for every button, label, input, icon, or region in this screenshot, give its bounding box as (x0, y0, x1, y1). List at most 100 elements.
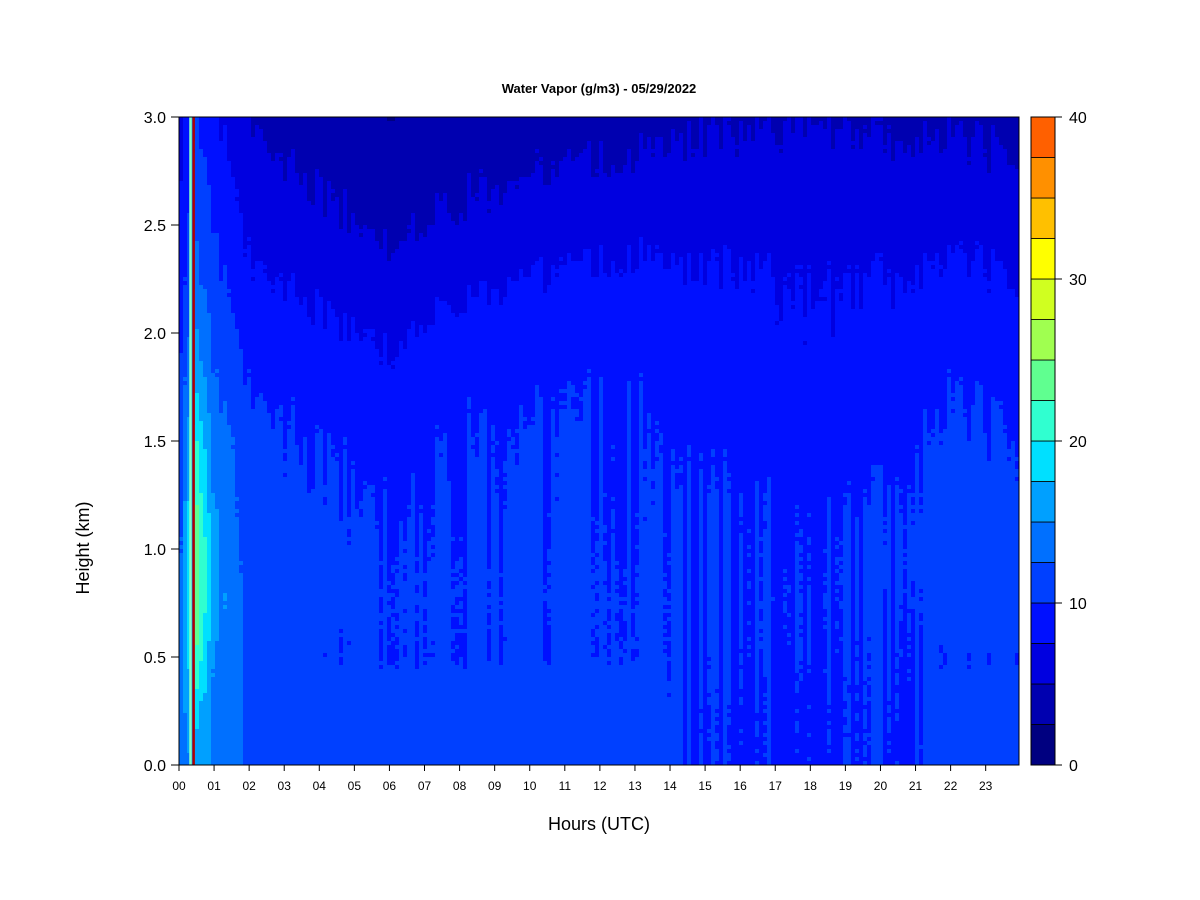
heatmap-cell (467, 413, 472, 765)
heatmap-cell (619, 657, 624, 666)
heatmap-cell (375, 529, 380, 765)
heatmap-cell (947, 117, 952, 246)
heatmap-cell (403, 569, 408, 574)
heatmap-cell (207, 413, 212, 514)
heatmap-cell (707, 669, 712, 694)
heatmap-cell (963, 137, 968, 254)
heatmap-cell (863, 125, 868, 130)
heatmap-cell (431, 553, 436, 558)
heatmap-cell (555, 177, 560, 270)
heatmap-cell (887, 133, 892, 270)
heatmap-cell (883, 521, 888, 526)
heatmap-cell (331, 193, 336, 202)
heatmap-cell (1015, 665, 1019, 765)
heatmap-cell (455, 645, 460, 650)
heatmap-cell (911, 525, 916, 582)
heatmap-cell (419, 325, 424, 506)
x-tick-label: 01 (207, 779, 221, 793)
heatmap-cell (291, 273, 296, 398)
heatmap-cell (279, 117, 284, 154)
heatmap-cell (947, 373, 952, 378)
heatmap-cell (715, 709, 720, 714)
heatmap-cell (431, 117, 436, 226)
heatmap-cell (939, 669, 944, 765)
heatmap-cell (823, 301, 828, 550)
heatmap-cell (919, 153, 924, 290)
heatmap-cell (339, 629, 344, 634)
heatmap-cell (715, 761, 720, 765)
heatmap-cell (843, 497, 848, 506)
heatmap-cell (375, 521, 380, 526)
heatmap-cell (603, 533, 608, 542)
heatmap-cell (715, 117, 720, 126)
heatmap-cell (339, 665, 344, 765)
heatmap-cell (755, 721, 760, 738)
heatmap-cell (315, 117, 320, 170)
heatmap-cell (451, 613, 456, 618)
heatmap-cell (379, 365, 384, 562)
heatmap-cell (571, 161, 576, 262)
heatmap-cell (643, 449, 648, 462)
heatmap-cell (611, 449, 616, 458)
heatmap-cell (875, 253, 880, 466)
heatmap-cell (663, 613, 668, 622)
heatmap-cell (511, 437, 516, 446)
heatmap-cell (799, 613, 804, 618)
heatmap-cell (607, 277, 612, 594)
heatmap-cell (231, 449, 236, 765)
heatmap-cell (987, 289, 992, 294)
heatmap-cell (235, 513, 240, 518)
heatmap-cell (735, 149, 740, 158)
heatmap-cell (611, 445, 616, 450)
heatmap-cell (707, 485, 712, 490)
heatmap-cell (855, 753, 860, 758)
heatmap-cell (255, 261, 260, 398)
heatmap-cell (643, 461, 648, 470)
heatmap-cell (855, 685, 860, 694)
heatmap-cell (919, 497, 924, 506)
heatmap-cell (959, 241, 964, 246)
heatmap-cell (799, 553, 804, 558)
heatmap-cell (799, 665, 804, 670)
heatmap-cell (779, 153, 784, 322)
heatmap-cell (427, 529, 432, 534)
heatmap-cell (223, 401, 228, 594)
heatmap-cell (619, 273, 624, 278)
heatmap-cell (867, 277, 872, 506)
heatmap-cell (635, 513, 640, 518)
heatmap-cell (603, 621, 608, 626)
heatmap-cell (919, 613, 924, 622)
heatmap-cell (347, 537, 352, 542)
heatmap-cell (795, 269, 800, 274)
heatmap-cell (551, 397, 556, 402)
heatmap-cell (595, 117, 600, 170)
heatmap-cell (311, 489, 316, 765)
heatmap-cell (587, 377, 592, 765)
heatmap-cell (1015, 469, 1020, 478)
heatmap-cell (783, 285, 788, 570)
heatmap-cell (855, 661, 860, 686)
heatmap-cell (551, 169, 556, 266)
heatmap-cell (451, 661, 456, 765)
heatmap-cell (559, 257, 564, 262)
heatmap-cell (759, 641, 764, 650)
heatmap-cell (643, 149, 648, 262)
heatmap-cell (335, 197, 340, 318)
heatmap-cell (1007, 165, 1012, 290)
heatmap-cell (631, 649, 636, 662)
heatmap-cell (515, 453, 520, 466)
heatmap-cell (391, 593, 396, 598)
heatmap-cell (887, 717, 892, 734)
heatmap-cell (659, 253, 664, 434)
heatmap-cell (739, 669, 744, 690)
heatmap-cell (347, 545, 352, 642)
heatmap-cell (991, 117, 996, 126)
heatmap-cell (371, 337, 376, 342)
heatmap-cell (907, 281, 912, 486)
heatmap-cell (487, 201, 492, 210)
heatmap-cell (919, 513, 924, 590)
heatmap-cell (907, 677, 912, 682)
heatmap-cell (483, 281, 488, 410)
heatmap-cell (395, 625, 400, 630)
heatmap-cell (663, 609, 668, 614)
